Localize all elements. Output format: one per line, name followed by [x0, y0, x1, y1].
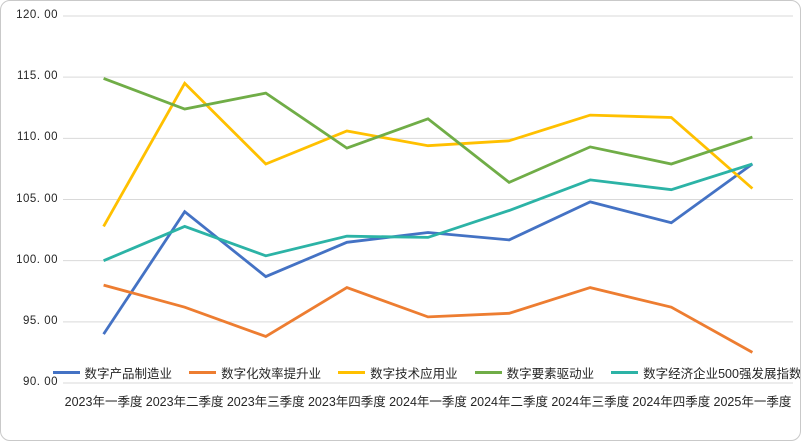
x-tick-label: 2025年一季度: [713, 395, 792, 409]
series-line-2: [102, 81, 754, 228]
x-tick-label: 2024年四季度: [632, 395, 711, 409]
series-line-0: [102, 162, 754, 335]
legend-line-swatch: [611, 370, 639, 374]
x-tick-label: 2023年一季度: [64, 395, 143, 409]
legend-line-swatch: [52, 370, 80, 374]
legend-item-1: 数字化效率提升业: [189, 363, 321, 382]
series-line-1: [103, 283, 754, 354]
legend: 数字产品制造业 数字化效率提升业 数字技术应用业 数字要素驱动业 数字经济企业500强发…: [52, 362, 800, 382]
x-tick-label: 2023年三季度: [226, 395, 305, 409]
legend-item-3: 数字要素驱动业: [474, 363, 595, 382]
legend-item-0: 数字产品制造业: [52, 363, 173, 382]
legend-label: 数字产品制造业: [84, 366, 173, 381]
legend-label: 数字技术应用业: [370, 366, 458, 381]
legend-line-swatch: [338, 370, 366, 374]
x-tick-label: 2023年二季度: [145, 395, 224, 409]
y-tick-label: 90. 00: [23, 376, 58, 388]
legend-line-swatch: [474, 370, 502, 374]
legend-label: 数字化效率提升业: [221, 366, 322, 381]
y-tick-label: 105. 00: [16, 192, 58, 205]
y-tick-label: 115. 00: [16, 70, 58, 83]
legend-label: 数字经济企业500强发展指数: [643, 366, 801, 381]
y-tick-label: 95. 00: [23, 314, 58, 327]
x-tick-label: 2024年三季度: [551, 395, 630, 409]
series-line-3: [103, 77, 753, 185]
legend-label: 数字要素驱动业: [506, 366, 595, 381]
y-tick-label: 110. 00: [16, 131, 58, 144]
legend-item-4: 数字经济企业500强发展指数: [611, 363, 801, 382]
y-tick-label: 100. 00: [16, 253, 58, 266]
y-tick-label: 120. 00: [16, 9, 58, 21]
series-line-4: [103, 162, 753, 262]
legend-item-2: 数字技术应用业: [338, 363, 458, 382]
legend-line-swatch: [189, 370, 217, 374]
x-tick-label: 2023年四季度: [307, 395, 386, 409]
x-tick-label: 2024年二季度: [470, 395, 549, 409]
x-tick-label: 2024年一季度: [389, 395, 467, 409]
